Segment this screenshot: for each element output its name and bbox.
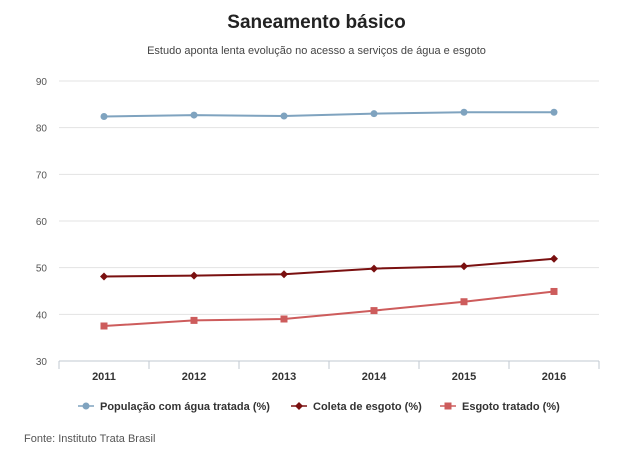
data-point-series-2: [550, 254, 558, 263]
data-point-series-3: [280, 315, 288, 323]
data-point-series-3: [190, 316, 198, 324]
series-line-3: [103, 290, 555, 327]
data-point-series-1: [550, 108, 558, 116]
data-point-series-2: [100, 272, 108, 281]
x-tick-label: 2015: [452, 371, 476, 383]
y-tick-label: 30: [36, 357, 48, 368]
data-point-series-1: [280, 112, 288, 120]
data-point-series-2: [370, 264, 378, 273]
legend-marker: [444, 402, 452, 410]
series-line-1: [103, 111, 554, 118]
data-point-series-2: [190, 271, 198, 280]
data-point-series-2: [460, 262, 468, 271]
series-line-2: [103, 257, 555, 278]
legend-label: Coleta de esgoto (%): [313, 401, 422, 413]
data-point-series-1: [190, 111, 198, 119]
chart-subtitle: Estudo aponta lenta evolução no acesso a…: [147, 45, 486, 57]
x-tick-label: 2012: [182, 371, 206, 383]
x-tick-label: 2014: [362, 371, 387, 383]
data-point-series-1: [100, 112, 108, 120]
x-tick-label: 2013: [272, 371, 296, 383]
y-tick-label: 60: [36, 217, 48, 228]
data-point-series-1: [370, 110, 378, 118]
y-tick-label: 90: [36, 77, 48, 88]
legend-label: População com água tratada (%): [100, 401, 270, 413]
x-tick-label: 2016: [542, 371, 566, 383]
chart-title: Saneamento básico: [227, 12, 406, 33]
legend-label: Esgoto tratado (%): [462, 401, 560, 413]
data-point-series-3: [550, 287, 558, 295]
x-tick-label: 2011: [92, 371, 116, 383]
y-tick-label: 80: [36, 124, 48, 135]
y-tick-label: 40: [36, 310, 48, 321]
y-tick-label: 70: [36, 170, 48, 181]
data-point-series-3: [100, 322, 108, 330]
source-note: Fonte: Instituto Trata Brasil: [24, 433, 156, 445]
legend-marker: [82, 402, 90, 410]
y-tick-label: 50: [36, 264, 48, 275]
data-point-series-2: [280, 270, 288, 279]
data-point-series-1: [460, 108, 468, 116]
data-point-series-3: [370, 307, 378, 315]
legend-marker: [295, 402, 303, 410]
data-point-series-3: [460, 298, 468, 306]
